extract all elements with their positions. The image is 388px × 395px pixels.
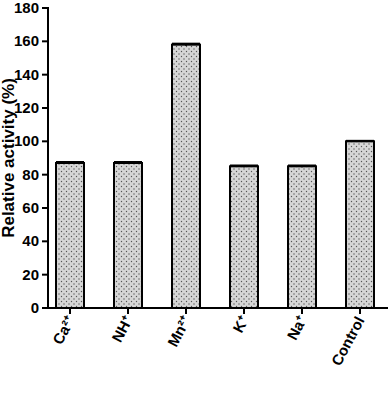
y-axis <box>47 7 49 309</box>
bar <box>288 166 316 308</box>
x-tick <box>69 308 71 314</box>
y-tick <box>42 7 48 9</box>
chart: 020406080100120140160180Ca²⁺NH⁺Mn²⁺K⁺Na⁺… <box>0 0 388 395</box>
bar <box>346 141 374 308</box>
bar <box>56 163 84 308</box>
x-tick-label: Mn²⁺ <box>164 313 194 349</box>
y-tick <box>42 174 48 176</box>
y-tick <box>42 140 48 142</box>
y-tick-label: 40 <box>22 232 39 249</box>
x-tick-label: Ca²⁺ <box>49 313 78 347</box>
error-cap <box>346 140 374 142</box>
error-cap <box>172 43 200 45</box>
error-cap <box>56 161 84 163</box>
error-cap <box>230 165 258 167</box>
x-tick <box>127 308 129 314</box>
y-tick <box>42 207 48 209</box>
bar <box>230 166 258 308</box>
y-tick <box>42 307 48 309</box>
x-tick-label: K⁺ <box>229 313 251 335</box>
y-tick-label: 0 <box>31 299 39 316</box>
error-bar <box>230 166 258 168</box>
x-tick-label: NH⁺ <box>108 313 136 345</box>
error-bar <box>114 162 142 164</box>
error-bar <box>346 141 374 142</box>
error-bar <box>56 162 84 164</box>
bar <box>114 163 142 308</box>
y-tick <box>42 274 48 276</box>
y-tick <box>42 74 48 76</box>
y-tick-label: 80 <box>22 166 39 183</box>
x-tick <box>301 308 303 314</box>
bar <box>172 45 200 308</box>
x-tick <box>359 308 361 314</box>
y-tick <box>42 40 48 42</box>
x-tick-label: Control <box>328 313 368 368</box>
y-axis-label: Relative activity (%) <box>0 78 18 238</box>
y-tick-label: 160 <box>14 32 39 49</box>
x-tick <box>243 308 245 314</box>
y-tick-label: 180 <box>14 0 39 16</box>
y-tick-label: 20 <box>22 266 39 283</box>
bars <box>56 44 374 308</box>
error-cap <box>114 161 142 163</box>
error-bar <box>172 44 200 46</box>
error-bar <box>288 166 316 168</box>
y-tick <box>42 107 48 109</box>
x-axis <box>47 307 388 309</box>
x-tick <box>185 308 187 314</box>
x-tick-label: Na⁺ <box>283 313 309 342</box>
y-tick-label: 60 <box>22 199 39 216</box>
y-tick <box>42 240 48 242</box>
error-cap <box>288 165 316 167</box>
